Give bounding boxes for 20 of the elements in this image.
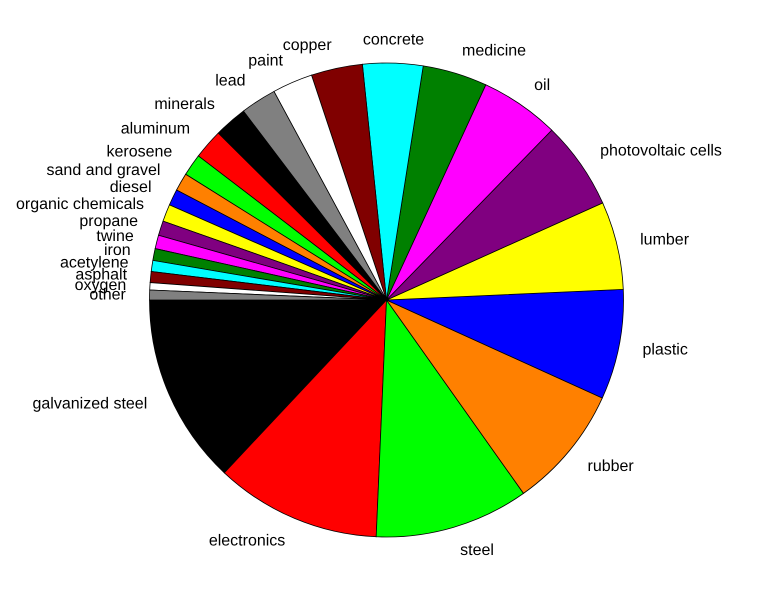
slice-label: sand and gravel: [46, 162, 160, 180]
slice-label: galvanized steel: [32, 396, 148, 413]
slice-label: photovoltaic cells: [600, 142, 722, 160]
slice-label: copper: [282, 37, 332, 54]
slice-label: lumber: [640, 232, 690, 249]
slice-label: medicine: [462, 42, 526, 60]
slice-label: diesel: [110, 179, 152, 196]
slice-label: kerosene: [106, 143, 172, 160]
slice-label: propane: [79, 212, 138, 230]
slice-label: oil: [534, 77, 550, 94]
slice-label: concrete: [362, 31, 424, 48]
slice-label: lead: [215, 72, 246, 90]
slice-label: steel: [460, 542, 494, 560]
slice-label: plastic: [642, 341, 688, 358]
slice-label: organic chemicals: [16, 196, 144, 214]
slice-label: electronics: [208, 532, 286, 550]
slice-label: aluminum: [120, 120, 190, 138]
slice-label: paint: [248, 52, 284, 70]
slice-label: minerals: [154, 96, 215, 113]
slice-label: rubber: [587, 458, 634, 476]
